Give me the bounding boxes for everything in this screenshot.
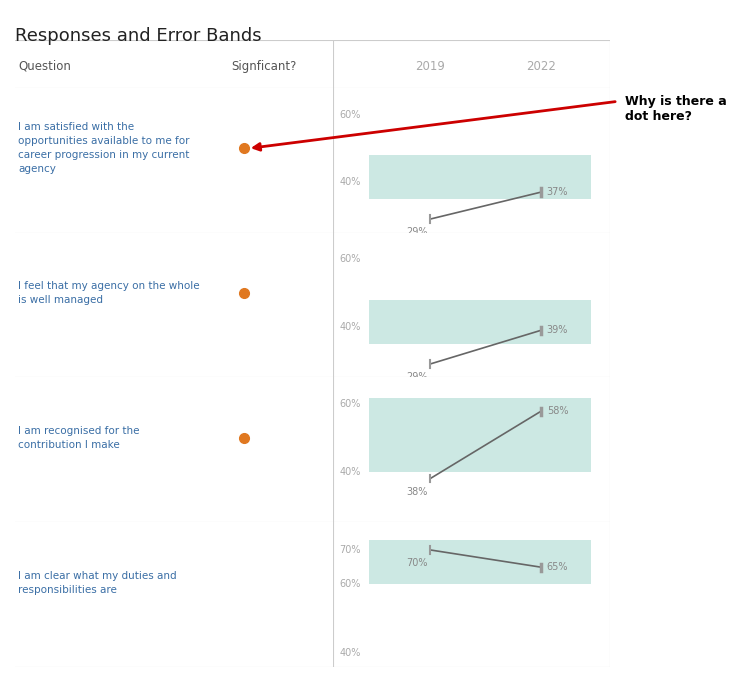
Text: 60%: 60% <box>339 110 361 119</box>
Bar <box>369 398 591 472</box>
Text: I am recognised for the
contribution I make: I am recognised for the contribution I m… <box>18 426 139 450</box>
Bar <box>369 155 591 199</box>
Text: 38%: 38% <box>406 487 428 497</box>
Text: I am clear what my duties and
responsibilities are: I am clear what my duties and responsibi… <box>18 571 177 595</box>
Text: 2022: 2022 <box>527 60 556 73</box>
Text: 60%: 60% <box>339 580 361 590</box>
Text: 40%: 40% <box>339 322 361 332</box>
Text: 70%: 70% <box>406 558 428 568</box>
Text: I feel that my agency on the whole
is well managed: I feel that my agency on the whole is we… <box>18 281 200 305</box>
Text: 40%: 40% <box>339 177 361 187</box>
Text: 29%: 29% <box>406 372 428 382</box>
Text: 65%: 65% <box>547 562 568 572</box>
Text: Signficant?: Signficant? <box>231 60 297 73</box>
Text: 40%: 40% <box>339 467 361 477</box>
Text: 70%: 70% <box>339 545 361 555</box>
Text: 40%: 40% <box>339 648 361 658</box>
Text: 29%: 29% <box>406 227 428 237</box>
Text: Question: Question <box>18 60 71 73</box>
Bar <box>369 300 591 344</box>
Text: Why is there a
dot here?: Why is there a dot here? <box>625 94 727 123</box>
Bar <box>369 540 591 584</box>
Text: 2019: 2019 <box>416 60 445 73</box>
Text: Responses and Error Bands: Responses and Error Bands <box>15 27 261 45</box>
Text: I am satisfied with the
opportunities available to me for
career progression in : I am satisfied with the opportunities av… <box>18 123 189 175</box>
Text: 37%: 37% <box>547 187 568 197</box>
Text: 58%: 58% <box>547 406 568 416</box>
Text: 60%: 60% <box>339 400 361 409</box>
Text: 39%: 39% <box>547 326 568 335</box>
Text: 60%: 60% <box>339 255 361 264</box>
